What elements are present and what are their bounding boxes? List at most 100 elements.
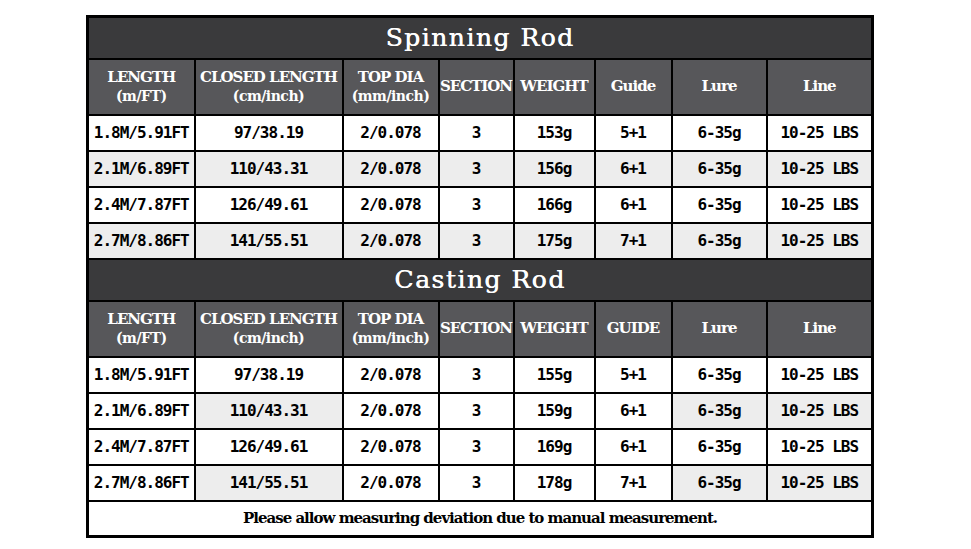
spec-cell: 3 [439, 429, 514, 465]
spec-cell: 166g [514, 187, 595, 223]
spec-cell: 141/55.51 [195, 465, 343, 501]
column-header-weight: WEIGHT [514, 59, 595, 115]
spec-cell: 6-35g [672, 115, 767, 151]
spec-cell: 6+1 [595, 151, 672, 187]
spec-cell: 2.4M/7.87FT [88, 187, 195, 223]
spec-cell: 2/0.078 [343, 115, 439, 151]
spec-cell: 6-35g [672, 357, 767, 393]
spec-cell: 3 [439, 115, 514, 151]
spec-cell: 178g [514, 465, 595, 501]
spec-row: 2.7M/8.86FT141/55.512/0.0783175g7+16-35g… [88, 223, 873, 259]
spec-cell: 2/0.078 [343, 357, 439, 393]
spec-cell: 153g [514, 115, 595, 151]
column-header-label: WEIGHT [520, 319, 587, 337]
column-header-section: SECTION [439, 301, 514, 357]
spec-cell: 6+1 [595, 187, 672, 223]
spec-cell: 2/0.078 [343, 465, 439, 501]
spec-cell: 3 [439, 187, 514, 223]
spec-cell: 6-35g [672, 223, 767, 259]
spec-cell: 156g [514, 151, 595, 187]
column-header-label: Lure [702, 77, 737, 95]
spec-cell: 7+1 [595, 465, 672, 501]
column-header-guide: GUIDE [595, 301, 672, 357]
column-header-label: LENGTH [107, 68, 175, 86]
column-header-label: TOP DIA [358, 310, 423, 328]
column-header-label: Line [803, 319, 836, 337]
spec-cell: 126/49.61 [195, 429, 343, 465]
spec-cell: 3 [439, 357, 514, 393]
spec-row: 2.1M/6.89FT110/43.312/0.0783159g6+16-35g… [88, 393, 873, 429]
spec-cell: 1.8M/5.91FT [88, 115, 195, 151]
column-header-top-dia: TOP DIA(mm/inch) [343, 301, 439, 357]
spec-cell: 6-35g [672, 151, 767, 187]
spec-cell: 6-35g [672, 187, 767, 223]
column-header-lure: Lure [672, 59, 767, 115]
rod-spec-table: Spinning RodLENGTH(m/FT)CLOSED LENGTH(cm… [86, 15, 874, 538]
spec-cell: 3 [439, 465, 514, 501]
column-header-unit: (cm/inch) [196, 87, 342, 106]
spec-row: 2.4M/7.87FT126/49.612/0.0783169g6+16-35g… [88, 429, 873, 465]
spec-cell: 126/49.61 [195, 187, 343, 223]
spec-row: 1.8M/5.91FT97/38.192/0.0783155g5+16-35g1… [88, 357, 873, 393]
spec-cell: 10-25 LBS [767, 223, 873, 259]
spec-cell: 7+1 [595, 223, 672, 259]
column-header-label: TOP DIA [358, 68, 423, 86]
column-header-label: Guide [611, 77, 655, 95]
spec-cell: 2.1M/6.89FT [88, 151, 195, 187]
column-header-top-dia: TOP DIA(mm/inch) [343, 59, 439, 115]
spec-row: 1.8M/5.91FT97/38.192/0.0783153g5+16-35g1… [88, 115, 873, 151]
spec-cell: 2/0.078 [343, 223, 439, 259]
column-header-unit: (cm/inch) [196, 329, 342, 348]
column-header-unit: (m/FT) [89, 87, 194, 106]
section-title-row-spinning-rod: Spinning Rod [88, 17, 873, 59]
spec-cell: 5+1 [595, 115, 672, 151]
column-header-length: LENGTH(m/FT) [88, 301, 195, 357]
spec-cell: 2/0.078 [343, 429, 439, 465]
column-header-line: Line [767, 301, 873, 357]
spec-cell: 141/55.51 [195, 223, 343, 259]
column-header-length: LENGTH(m/FT) [88, 59, 195, 115]
spec-cell: 6-35g [672, 429, 767, 465]
measurement-note: Please allow measuring deviation due to … [88, 501, 873, 537]
column-header-label: CLOSED LENGTH [200, 310, 337, 328]
spec-cell: 10-25 LBS [767, 357, 873, 393]
spec-cell: 159g [514, 393, 595, 429]
column-header-unit: (m/FT) [89, 329, 194, 348]
column-header-label: SECTION [440, 77, 512, 95]
spec-cell: 3 [439, 223, 514, 259]
spec-cell: 110/43.31 [195, 393, 343, 429]
section-title-spinning-rod: Spinning Rod [88, 17, 873, 59]
spec-cell: 2.7M/8.86FT [88, 223, 195, 259]
column-header-lure: Lure [672, 301, 767, 357]
spec-cell: 6+1 [595, 393, 672, 429]
spec-cell: 175g [514, 223, 595, 259]
spec-cell: 2.1M/6.89FT [88, 393, 195, 429]
rod-spec-sheet: Spinning RodLENGTH(m/FT)CLOSED LENGTH(cm… [86, 15, 874, 538]
column-header-label: GUIDE [607, 319, 659, 337]
spec-row: 2.7M/8.86FT141/55.512/0.0783178g7+16-35g… [88, 465, 873, 501]
column-header-label: Line [803, 77, 836, 95]
section-title-row-casting-rod: Casting Rod [88, 259, 873, 301]
spec-cell: 1.8M/5.91FT [88, 357, 195, 393]
spec-cell: 5+1 [595, 357, 672, 393]
header-row-spinning-rod: LENGTH(m/FT)CLOSED LENGTH(cm/inch)TOP DI… [88, 59, 873, 115]
header-row-casting-rod: LENGTH(m/FT)CLOSED LENGTH(cm/inch)TOP DI… [88, 301, 873, 357]
column-header-weight: WEIGHT [514, 301, 595, 357]
spec-cell: 2/0.078 [343, 151, 439, 187]
spec-cell: 10-25 LBS [767, 115, 873, 151]
spec-cell: 169g [514, 429, 595, 465]
column-header-closed-length: CLOSED LENGTH(cm/inch) [195, 59, 343, 115]
spec-cell: 6-35g [672, 393, 767, 429]
spec-cell: 6+1 [595, 429, 672, 465]
spec-cell: 97/38.19 [195, 357, 343, 393]
spec-cell: 10-25 LBS [767, 465, 873, 501]
column-header-closed-length: CLOSED LENGTH(cm/inch) [195, 301, 343, 357]
spec-cell: 6-35g [672, 465, 767, 501]
column-header-label: SECTION [440, 319, 512, 337]
column-header-guide: Guide [595, 59, 672, 115]
column-header-unit: (mm/inch) [344, 329, 438, 348]
spec-cell: 2.7M/8.86FT [88, 465, 195, 501]
spec-row: 2.4M/7.87FT126/49.612/0.0783166g6+16-35g… [88, 187, 873, 223]
spec-cell: 3 [439, 151, 514, 187]
spec-cell: 10-25 LBS [767, 429, 873, 465]
